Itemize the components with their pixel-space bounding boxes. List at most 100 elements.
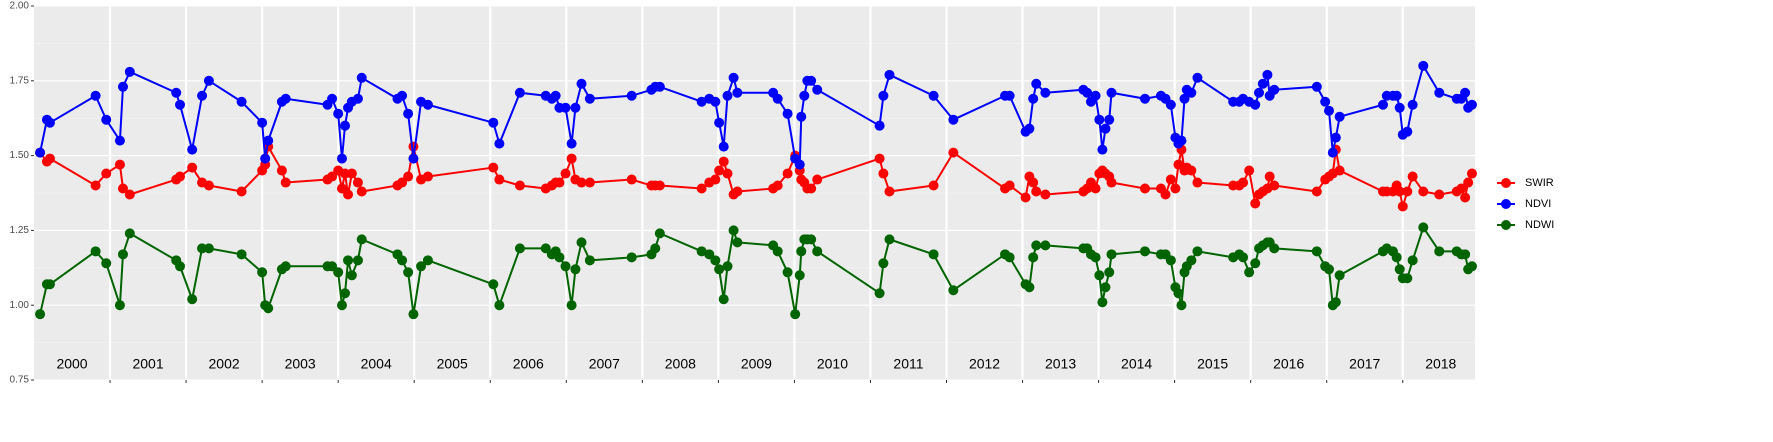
data-point [794,270,805,281]
data-point [1090,252,1101,263]
data-point [280,261,291,272]
data-point [1031,240,1042,251]
y-tick-label: 1.25 [10,225,30,236]
data-point [576,78,587,89]
data-point [280,93,291,104]
data-point [403,171,414,182]
year-label: 2000 [56,356,87,372]
data-point [117,183,128,194]
data-point [812,84,823,95]
year-label: 2008 [665,356,696,372]
data-point [728,225,739,236]
data-point [1460,87,1471,98]
data-point [1334,165,1345,176]
data-point [397,255,408,266]
data-point [494,138,505,149]
data-point [772,246,783,257]
data-point [340,120,351,131]
data-point [352,93,363,104]
data-point [1244,165,1255,176]
data-point [722,168,733,179]
data-point [1463,177,1474,188]
data-point [1466,261,1477,272]
data-point [948,147,959,158]
data-point [1311,81,1322,92]
data-point [772,93,783,104]
data-point [114,135,125,146]
data-point [1391,252,1402,263]
data-point [1238,252,1249,263]
data-point [333,108,344,119]
data-point [124,66,135,77]
y-tick-label: 1.00 [10,300,30,311]
data-point [722,90,733,101]
year-label: 2003 [285,356,316,372]
data-point [710,255,721,266]
data-point [1106,177,1117,188]
data-point [1024,123,1035,134]
data-point [1097,144,1108,155]
data-point [494,300,505,311]
data-point [714,165,725,176]
data-point [187,144,198,155]
data-point [874,153,885,164]
data-point [101,168,112,179]
data-point [1094,114,1105,125]
data-point [340,168,351,179]
data-point [812,174,823,185]
data-point [1160,189,1171,200]
data-point [584,255,595,266]
legend-label: NDVI [1525,198,1551,210]
data-point [343,255,354,266]
series-swir [35,141,1477,212]
data-point [263,135,274,146]
data-point [806,183,817,194]
data-point [1311,246,1322,257]
y-tick-label: 1.50 [10,150,30,161]
year-label: 2006 [513,356,544,372]
year-label: 2005 [437,356,468,372]
data-point [1186,255,1197,266]
legend-dot [1501,220,1511,230]
year-label: 2011 [893,356,923,372]
data-point [878,258,889,269]
data-point [1320,96,1331,107]
data-point [874,288,885,299]
data-point [1186,165,1197,176]
data-point [696,183,707,194]
data-point [1402,186,1413,197]
data-point [1402,126,1413,137]
data-point [654,81,665,92]
data-point [796,111,807,122]
data-point [263,303,274,314]
data-point [1330,132,1341,143]
data-point [714,264,725,275]
data-point [718,141,729,152]
data-point [1269,243,1280,254]
data-point [403,267,414,278]
data-point [884,69,895,80]
data-point [812,246,823,257]
data-point [1460,192,1471,203]
year-label: 2018 [1425,356,1456,372]
data-point [1186,87,1197,98]
data-point [1407,99,1418,110]
data-point [124,228,135,239]
data-point [90,90,101,101]
data-point [710,96,721,107]
year-label: 2015 [1197,356,1228,372]
data-point [488,279,499,290]
data-point [333,267,344,278]
data-point [1434,246,1445,257]
data-point [1394,264,1405,275]
data-point [124,189,135,200]
data-point [422,171,433,182]
data-point [1418,222,1429,233]
data-point [1192,246,1203,257]
data-point [203,75,214,86]
data-point [1434,189,1445,200]
legend-label: SWIR [1525,177,1554,189]
data-point [794,159,805,170]
data-point [1082,87,1093,98]
data-point [790,309,801,320]
